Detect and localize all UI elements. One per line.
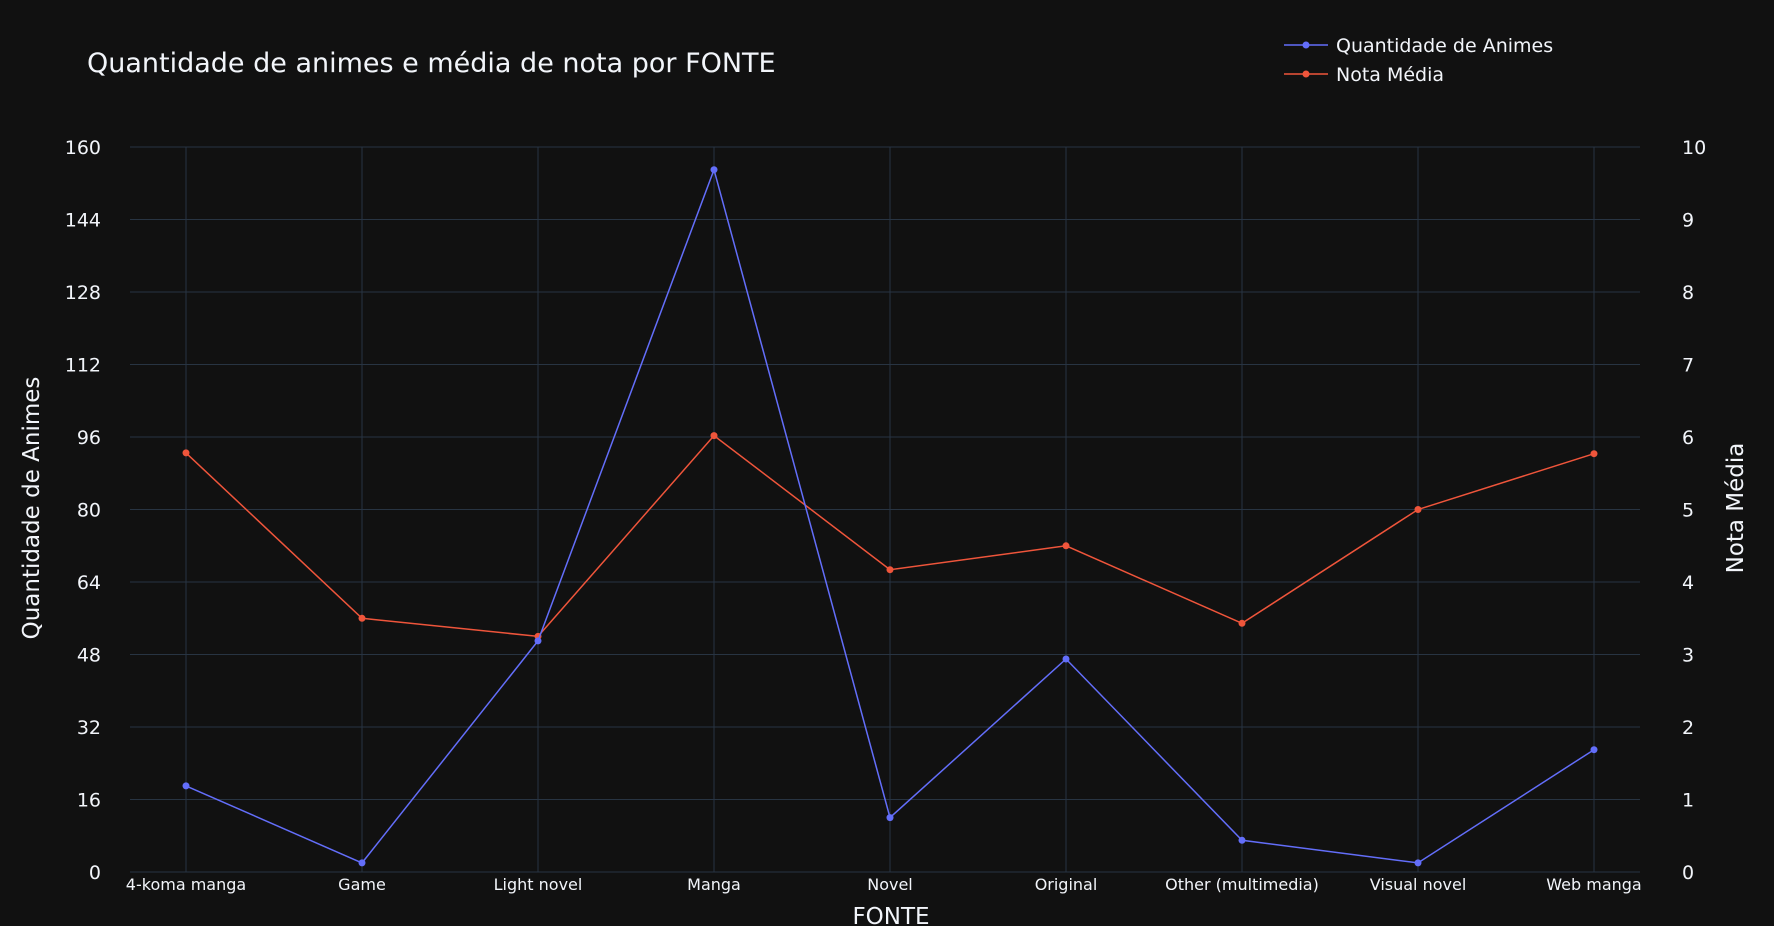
data-point-nota[interactable] [1590, 450, 1598, 458]
y-tick-label: 160 [65, 137, 101, 159]
chart-title: Quantidade de animes e média de nota por… [87, 48, 776, 79]
y-tick-label: 128 [65, 282, 101, 304]
data-point-quantidade[interactable] [886, 814, 894, 822]
x-axis-title: FONTE [852, 904, 929, 926]
data-point-quantidade[interactable] [358, 859, 366, 867]
data-point-nota[interactable] [886, 566, 894, 574]
x-tick-label: 4-koma manga [126, 875, 246, 894]
data-point-nota[interactable] [1062, 542, 1070, 550]
data-point-nota[interactable] [710, 432, 718, 440]
x-tick-label: Web manga [1546, 875, 1641, 894]
y2-tick-label: 8 [1682, 282, 1694, 304]
y-tick-label: 48 [77, 645, 101, 667]
y-tick-label: 64 [77, 572, 101, 594]
y2-tick-label: 1 [1682, 790, 1694, 812]
data-point-quantidade[interactable] [182, 782, 190, 790]
y2-tick-label: 4 [1682, 572, 1694, 594]
data-point-quantidade[interactable] [534, 637, 542, 645]
data-point-nota[interactable] [1238, 619, 1246, 627]
series-layer [182, 166, 1598, 867]
legend-label-nota: Nota Média [1336, 64, 1444, 86]
y2-tick-label: 9 [1682, 210, 1694, 232]
legend-label-quantidade: Quantidade de Animes [1336, 35, 1553, 57]
legend-marker-nota [1302, 70, 1310, 78]
y-tick-label: 0 [89, 862, 101, 884]
data-point-quantidade[interactable] [710, 166, 718, 174]
data-point-quantidade[interactable] [1590, 746, 1598, 754]
data-point-nota[interactable] [358, 614, 366, 622]
x-tick-label: Manga [687, 875, 741, 894]
y-tick-label: 16 [77, 790, 101, 812]
legend-item-nota[interactable]: Nota Média [1284, 64, 1444, 86]
legend: Quantidade de Animes Nota Média [1284, 35, 1553, 86]
y2-axis-title: Nota Média [1723, 443, 1749, 574]
y2-tick-label: 7 [1682, 355, 1694, 377]
legend-marker-quantidade [1302, 41, 1310, 49]
y2-tick-label: 2 [1682, 717, 1694, 739]
y2-tick-label: 3 [1682, 645, 1694, 667]
y-tick-label: 112 [65, 355, 101, 377]
data-point-nota[interactable] [182, 449, 190, 457]
y-tick-label: 80 [77, 500, 101, 522]
data-point-nota[interactable] [1414, 506, 1422, 513]
y-tick-label: 96 [77, 427, 101, 449]
y2-tick-label: 5 [1682, 500, 1694, 522]
axis-layer: 0 16 32 48 64 80 96 112 128 144 160 0 1 2 3 4 5 6 7 8 9 10 4-k… [65, 137, 1706, 894]
y2-tick-label: 10 [1682, 137, 1706, 159]
x-tick-label: Light novel [494, 875, 583, 894]
grid-layer [130, 146, 1640, 873]
y-tick-label: 32 [77, 717, 101, 739]
x-tick-label: Original [1035, 875, 1098, 894]
y-axis-title: Quantidade de Animes [19, 377, 45, 640]
y-tick-label: 144 [65, 210, 101, 232]
y2-tick-label: 0 [1682, 862, 1694, 884]
x-tick-label: Visual novel [1370, 875, 1467, 894]
data-point-quantidade[interactable] [1414, 859, 1422, 867]
legend-item-quantidade[interactable]: Quantidade de Animes [1284, 35, 1553, 57]
x-tick-label: Other (multimedia) [1165, 875, 1319, 894]
data-point-quantidade[interactable] [1062, 655, 1070, 663]
data-point-quantidade[interactable] [1238, 836, 1246, 844]
y2-tick-label: 6 [1682, 427, 1694, 449]
x-tick-label: Novel [867, 875, 913, 894]
x-tick-label: Game [338, 875, 386, 894]
